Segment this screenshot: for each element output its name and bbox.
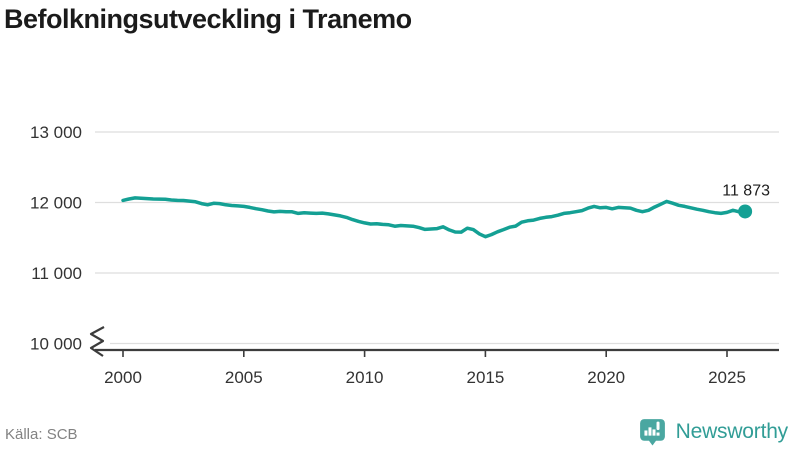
axis-break-icon: [89, 326, 105, 357]
y-tick-label: 12 000: [30, 194, 82, 213]
x-tick-label: 2005: [225, 368, 263, 387]
y-tick-label: 11 000: [31, 264, 82, 283]
latest-value-label: 11 873: [722, 182, 770, 199]
population-line: [121, 196, 747, 239]
x-tick-label: 2010: [346, 368, 384, 387]
newsworthy-bar-chart-pin-icon: [639, 419, 665, 446]
newsworthy-logo[interactable]: Newsworthy: [637, 416, 788, 447]
x-tick-label: 2015: [466, 368, 504, 387]
x-tick-label: 2025: [708, 368, 746, 387]
latest-value-dot: [738, 204, 753, 219]
x-tick-label: 2020: [587, 368, 625, 387]
newsworthy-wordmark: Newsworthy: [675, 419, 789, 443]
y-tick-label: 13 000: [30, 123, 82, 142]
source-label: Källa: SCB: [5, 426, 78, 443]
y-tick-label: 10 000: [30, 335, 82, 354]
x-tick-label: 2000: [104, 368, 142, 387]
chart-title: Befolkningsutveckling i Tranemo: [4, 4, 412, 34]
